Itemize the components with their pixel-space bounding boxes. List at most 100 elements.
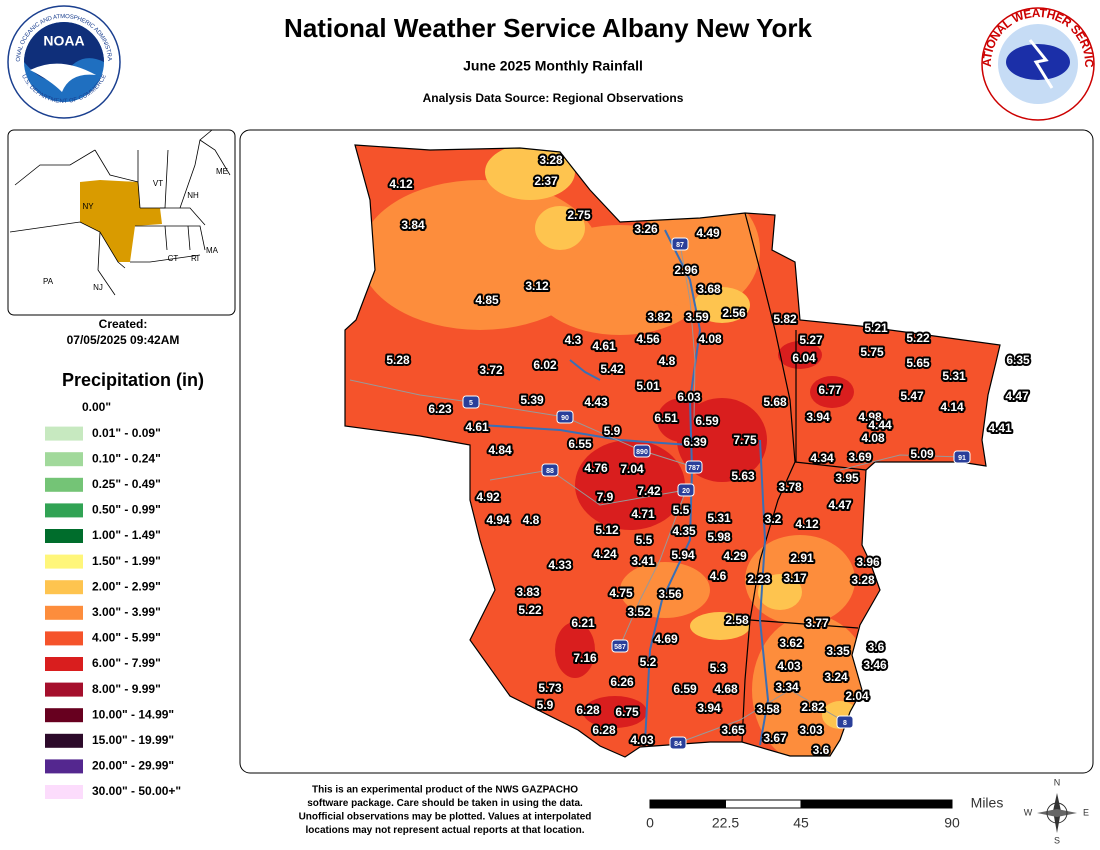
- station-value: 4.8: [523, 513, 540, 527]
- station-value: 4.03: [630, 733, 654, 747]
- noaa-text: NOAA: [43, 33, 84, 49]
- station-value: 3.46: [863, 658, 887, 672]
- station-value: 4.71: [631, 507, 655, 521]
- state-label: CT: [168, 254, 179, 263]
- station-value: 7.16: [573, 651, 597, 665]
- scale-segment: [800, 799, 953, 809]
- station-value: 3.83: [516, 585, 540, 599]
- station-value: 3.41: [631, 554, 655, 568]
- station-value: 5.2: [640, 655, 657, 669]
- legend-swatch: [45, 452, 83, 467]
- highway-shield: [633, 444, 651, 458]
- station-value: 6.28: [592, 723, 616, 737]
- station-value: 5.94: [671, 548, 695, 562]
- disclaimer-line: locations may not represent actual repor…: [306, 825, 585, 836]
- title: National Weather Service Albany New York: [284, 13, 812, 43]
- scale-unit: Miles: [971, 795, 1004, 811]
- highway-shield: [541, 463, 559, 477]
- legend-swatch: [45, 477, 83, 492]
- station-value: 5.5: [636, 533, 653, 547]
- scale-label: 90: [944, 815, 960, 831]
- state-borders: [741, 212, 867, 743]
- legend-label: 8.00" - 9.99": [92, 682, 161, 696]
- station-value: 3.12: [525, 279, 549, 293]
- highway-label: 20: [682, 488, 690, 495]
- highway-shield: [669, 736, 687, 750]
- station-value: 4.03: [777, 659, 801, 673]
- station-value: 6.59: [695, 414, 719, 428]
- station-value: 2.58: [725, 613, 749, 627]
- inset-map: [7, 129, 236, 316]
- station-value: 5.39: [520, 393, 544, 407]
- legend-swatch: [45, 426, 83, 441]
- station-value: 4.33: [548, 558, 572, 572]
- highway-label: 587: [614, 644, 626, 651]
- legend-label: 2.00" - 2.99": [92, 579, 161, 593]
- station-value: 3.84: [401, 218, 425, 232]
- station-value: 4.75: [609, 586, 633, 600]
- station-value: 3.28: [539, 153, 563, 167]
- compass-letter: N: [1054, 777, 1061, 787]
- station-value: 3.95: [835, 471, 859, 485]
- station-value: 3.59: [685, 310, 709, 324]
- station-value: 2.04: [845, 689, 869, 703]
- station-value: 4.29: [723, 549, 747, 563]
- station-value: 4.12: [389, 177, 413, 191]
- station-value: 5.09: [910, 447, 934, 461]
- state-label: MA: [206, 246, 219, 255]
- scale-label: 22.5: [712, 815, 739, 831]
- station-value: 5.47: [900, 389, 924, 403]
- station-value: 4.92: [476, 490, 500, 504]
- highway-shield: [671, 237, 689, 251]
- station-value: 3.35: [826, 644, 850, 658]
- station-value: 5.22: [906, 331, 930, 345]
- highway-label: 87: [676, 242, 684, 249]
- station-value: 2.23: [747, 572, 771, 586]
- station-value: 4.8: [659, 354, 676, 368]
- station-value: 2.82: [801, 700, 825, 714]
- highway-label: 90: [561, 415, 569, 422]
- station-value: 5.27: [799, 333, 823, 347]
- state-label: NJ: [93, 283, 103, 292]
- legend-swatch: [45, 785, 83, 799]
- station-value: 4.84: [488, 443, 512, 457]
- station-value: 3.6: [813, 743, 830, 757]
- station-value: 3.34: [775, 680, 799, 694]
- station-value: 4.24: [593, 547, 617, 561]
- station-value: 4.85: [475, 293, 499, 307]
- state-label: NY: [82, 202, 94, 211]
- highway-shield: [836, 715, 854, 729]
- station-value: 3.28: [851, 573, 875, 587]
- station-value: 5.75: [860, 345, 884, 359]
- station-value: 6.21: [571, 616, 595, 630]
- station-value: 5.9: [604, 424, 621, 438]
- station-value: 6.26: [610, 675, 634, 689]
- station-value: 4.44: [868, 418, 892, 432]
- station-value: 4.12: [795, 517, 819, 531]
- station-value: 6.35: [1006, 353, 1030, 367]
- state-label: ME: [216, 167, 228, 176]
- station-value: 5.31: [707, 511, 731, 525]
- legend-label: 1.50" - 1.99": [92, 554, 161, 568]
- station-value: 3.62: [779, 636, 803, 650]
- legend-label: 4.00" - 5.99": [92, 631, 161, 645]
- legend-swatch: [45, 605, 83, 620]
- scale-segment: [649, 799, 726, 809]
- station-value: 2.91: [790, 551, 814, 565]
- highway-label: 787: [688, 465, 700, 472]
- station-value: 3.24: [824, 670, 848, 684]
- legend-label: 15.00" - 19.99": [92, 733, 174, 747]
- station-value: 6.04: [792, 351, 816, 365]
- legend-title: Precipitation (in): [62, 370, 204, 390]
- highway-label: 890: [636, 449, 648, 456]
- state-label: VT: [153, 179, 163, 188]
- station-value: 6.77: [818, 383, 842, 397]
- station-value: 4.35: [672, 524, 696, 538]
- station-value: 3.94: [806, 410, 830, 424]
- highway-shield: [685, 460, 703, 474]
- station-value: 5.28: [386, 353, 410, 367]
- station-value: 4.14: [940, 400, 964, 414]
- disclaimer-line: Unofficial observations may be plotted. …: [299, 812, 592, 823]
